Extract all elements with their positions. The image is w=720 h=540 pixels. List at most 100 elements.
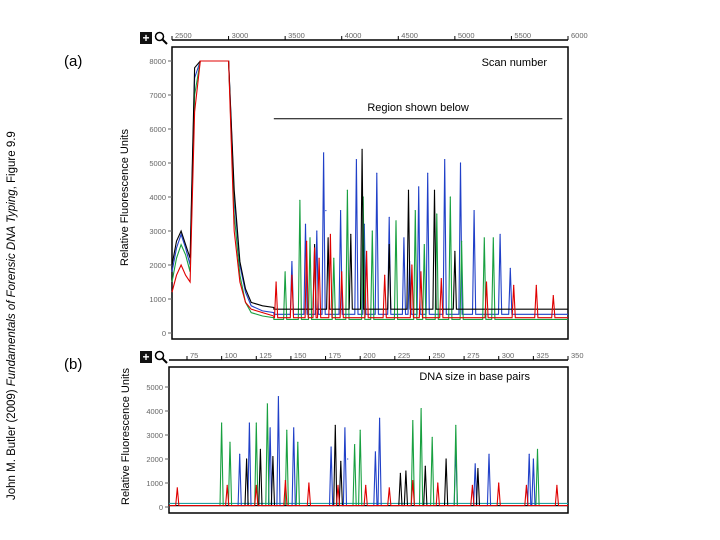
peak-point-red [411,264,413,266]
peak-point-blue [509,267,511,269]
peak-point-green [492,237,494,239]
x-tick-label: 5500 [514,31,531,40]
peak-point-red [556,484,558,486]
x-tick-label: 200 [363,351,376,360]
peak-point-red [552,295,554,297]
peak-point-red [291,274,293,276]
y-tick-label: 2000 [149,261,166,270]
peak-point-blue [325,210,327,212]
x-tick-label: 5000 [458,31,475,40]
x-tick-label: 3500 [288,31,305,40]
peak-point-red [318,257,320,259]
peak-point-green [284,271,286,273]
peak-point-red [440,278,442,280]
peak-point-blue [388,216,390,218]
peak-point-green [536,448,539,450]
peak-point-green [309,237,311,239]
series-line-red [171,60,568,319]
peak-point-blue [474,463,476,465]
y-tick-label: 0 [159,503,163,512]
peak-point-black [433,189,436,191]
peak-point-blue [330,446,332,448]
peak-point-blue [344,427,346,429]
peak-point-black [477,468,479,470]
peak-point-green [359,429,361,431]
x-axis-label: Scan number [482,57,548,69]
peak-point-red [388,487,390,489]
y-tick-label: 6000 [149,125,166,134]
peak-point-green [395,220,397,222]
peak-point-blue [376,172,378,174]
peak-point-red [513,284,515,286]
peak-point-red [485,281,488,283]
peak-point-blue [277,396,280,398]
x-tick-label: 275 [467,351,480,360]
y-tick-label: 8000 [149,57,166,66]
peak-point-green [412,420,414,422]
series-line-green [169,403,568,507]
peak-point-blue [355,159,358,161]
peak-point-green [297,441,299,443]
peak-point-blue [418,186,420,188]
x-tick-label: 225 [398,351,411,360]
peak-point-green [221,422,223,424]
peak-point-green [455,424,457,426]
series-line-red [169,480,568,507]
x-tick-label: 350 [571,351,584,360]
peak-point-blue [347,458,349,460]
x-tick-label: 4000 [345,31,362,40]
x-tick-label: 75 [190,351,198,360]
peak-point-blue [403,237,405,239]
magnifier-icon[interactable] [154,31,168,45]
peak-point-black [327,237,329,239]
peak-point-red [366,250,368,252]
peak-point-red [384,274,386,276]
peak-point-green [483,237,485,239]
y-tick-label: 5000 [149,159,166,168]
peak-point-green [266,403,268,405]
peak-point-blue [304,223,307,225]
peak-point-green [229,441,231,443]
x-tick-label: 150 [294,351,307,360]
x-tick-label: 3000 [232,31,249,40]
peak-point-red [337,484,339,486]
peak-point-blue [528,453,530,455]
peak-point-black [388,244,390,246]
y-tick-label: 3000 [146,431,163,440]
peak-point-red [341,271,343,273]
peak-point-blue [293,427,295,429]
x-tick-label: 6000 [571,31,588,40]
peak-point-green [461,240,463,242]
peak-point-green [436,213,438,215]
peak-point-black [313,244,316,246]
x-tick-label: 325 [536,351,549,360]
peak-point-red [176,487,178,489]
peak-point-blue [427,172,429,174]
peak-point-blue [488,453,490,455]
region-annotation: Region shown below [367,102,469,114]
x-tick-label: 300 [502,351,515,360]
y-tick-label: 4000 [149,193,166,202]
x-axis-label: DNA size in base pairs [419,371,530,383]
zoom-in-button-a[interactable]: + [140,32,152,44]
peak-point-black [245,458,248,460]
magnifier-icon[interactable] [154,350,168,364]
panel-label-a: (a) [64,53,83,70]
zoom-in-button-b[interactable]: + [140,351,152,363]
x-tick-label: 2500 [175,31,192,40]
peak-point-black [350,233,352,235]
y-tick-label: 1000 [146,479,163,488]
peak-point-blue [339,210,342,212]
peak-point-black [445,458,447,460]
peak-point-red [535,284,537,286]
peak-point-blue [473,210,475,212]
peak-point-green [371,230,373,232]
peak-point-red [275,281,277,283]
peak-point-black [259,448,262,450]
peak-point-black [407,189,410,191]
plot-frame [171,46,569,340]
plot-frame [168,366,569,514]
peak-point-blue [239,453,241,455]
